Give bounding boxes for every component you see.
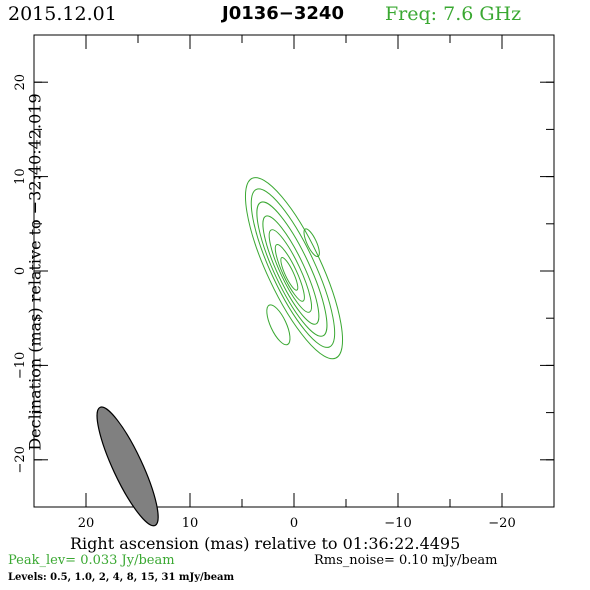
x-tick-label: 20 xyxy=(78,516,95,531)
beam-ellipse xyxy=(96,406,159,527)
contour-level xyxy=(274,244,305,302)
peak-level: Peak_lev= 0.033 Jy/beam xyxy=(8,553,175,568)
contour-level xyxy=(262,215,320,325)
contour-island xyxy=(266,304,291,346)
x-tick-label: −10 xyxy=(384,516,411,531)
rms-noise: Rms_noise= 0.10 mJy/beam xyxy=(314,553,498,568)
contour-level xyxy=(280,256,299,291)
contour-island xyxy=(303,228,320,258)
contour-levels: Levels: 0.5, 1.0, 2, 4, 8, 15, 31 mJy/be… xyxy=(8,572,235,583)
y-tick-label: −20 xyxy=(13,446,28,473)
contour-level xyxy=(268,229,312,313)
source-name: J0136−3240 xyxy=(222,3,344,24)
frequency-label: Freq: 7.6 GHz xyxy=(385,3,522,25)
restoring-beam xyxy=(96,406,159,527)
y-axis-label: Declination (mas) relative to −32:40:42.… xyxy=(25,93,45,451)
y-tick-label: 10 xyxy=(13,168,28,185)
contour-level xyxy=(256,201,328,337)
x-tick-label: 0 xyxy=(290,516,298,531)
observation-date: 2015.12.01 xyxy=(8,3,117,25)
axis-ticks: 20 10 0 −10 −20 20 10 0 −10 −20 xyxy=(13,34,555,531)
y-tick-label: −10 xyxy=(13,352,28,379)
contour-level xyxy=(250,188,336,348)
contour-level xyxy=(244,177,344,360)
x-axis-label: Right ascension (mas) relative to 01:36:… xyxy=(70,534,461,553)
x-tick-label: −20 xyxy=(488,516,515,531)
y-tick-label: 20 xyxy=(13,74,28,91)
x-tick-label: 10 xyxy=(182,516,199,531)
contour-lines xyxy=(244,177,344,360)
y-tick-label: 0 xyxy=(13,267,28,275)
